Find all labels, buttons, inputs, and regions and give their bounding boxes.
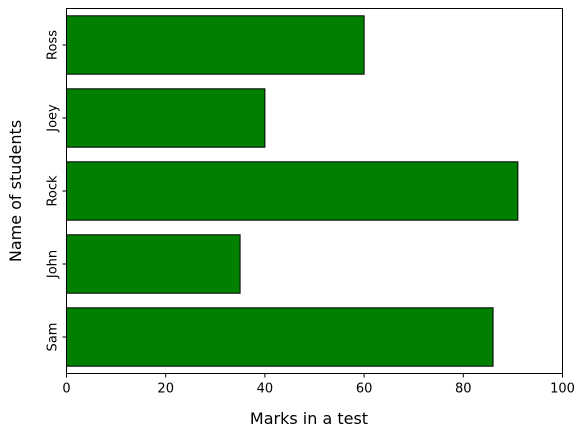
y-tick-label: Sam (46, 323, 61, 352)
bars-layer (66, 15, 519, 367)
bar-ross (66, 15, 365, 75)
y-axis-title: Name of students (6, 120, 25, 262)
y-tick-label: Rock (46, 175, 61, 207)
y-axis: Sam John Rock Joey Ross (46, 30, 67, 352)
x-tick-label: 20 (157, 382, 174, 397)
x-tick-label: 100 (550, 382, 575, 397)
x-tick-label: 80 (455, 382, 472, 397)
x-tick-label: 0 (62, 382, 70, 397)
bar-sam (66, 307, 494, 367)
x-axis: 0 20 40 60 80 100 (62, 373, 575, 397)
x-tick-label: 60 (356, 382, 373, 397)
bar-john (66, 234, 241, 294)
y-tick-label: Joey (46, 104, 61, 133)
x-axis-title: Marks in a test (250, 409, 368, 428)
x-tick-label: 40 (257, 382, 274, 397)
bar-joey (66, 88, 266, 148)
y-tick-label: Ross (46, 30, 61, 60)
bar-rock (66, 161, 519, 221)
y-tick-label: John (46, 250, 61, 279)
